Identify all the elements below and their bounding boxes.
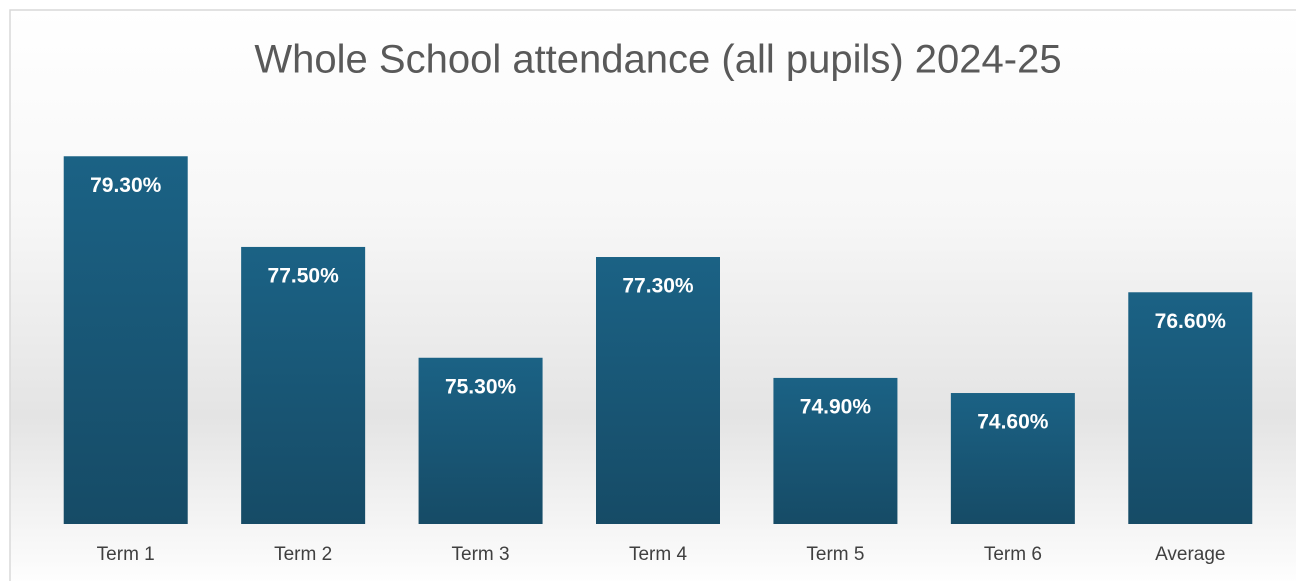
data-label: 79.30% [90, 174, 162, 197]
x-tick-label: Term 6 [984, 544, 1042, 565]
bar [418, 357, 543, 524]
data-label: 77.30% [622, 275, 694, 298]
data-label: 75.30% [445, 375, 517, 398]
data-label: 77.50% [268, 264, 340, 287]
data-label: 74.90% [800, 395, 872, 418]
x-tick-label: Term 1 [97, 544, 155, 565]
bar [63, 156, 188, 524]
x-tick-label: Term 2 [274, 544, 332, 565]
data-label: 76.60% [1155, 310, 1227, 333]
bar [950, 393, 1075, 524]
x-tick-label: Term 4 [629, 544, 688, 565]
x-tick-label: Term 5 [806, 544, 864, 565]
x-tick-label: Term 3 [452, 544, 510, 565]
bar [596, 257, 720, 524]
bar [773, 377, 898, 524]
bar [241, 246, 366, 524]
bar [1128, 292, 1253, 524]
x-tick-label: Average [1155, 544, 1225, 565]
chart-title: Whole School attendance (all pupils) 202… [254, 38, 1061, 82]
data-label: 74.60% [977, 411, 1049, 434]
